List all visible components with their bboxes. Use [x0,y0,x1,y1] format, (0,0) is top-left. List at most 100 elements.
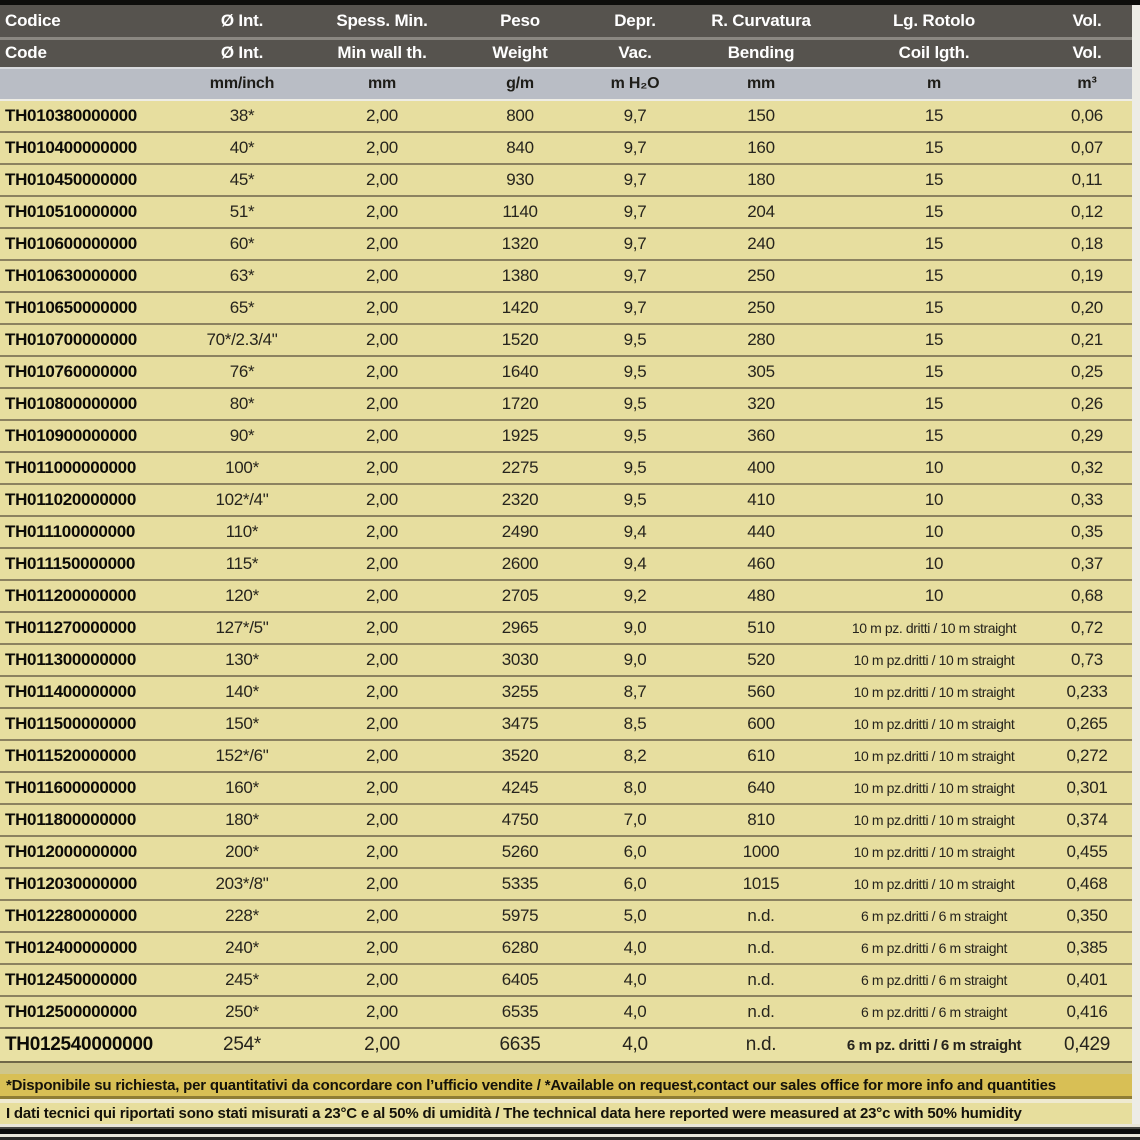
cell-vacuum: 4,0 [574,1027,696,1063]
cell-volume: 0,455 [1042,835,1132,869]
unit-weight: g/m [466,67,574,101]
header-codice: Codice [0,5,186,40]
cell-code: TH010380000000 [0,99,186,133]
cell-coil_length: 15 [826,387,1042,421]
cell-bending: 480 [696,579,826,613]
cell-volume: 0,68 [1042,579,1132,613]
cell-weight: 2965 [466,611,574,645]
cell-code: TH011800000000 [0,803,186,837]
cell-volume: 0,35 [1042,515,1132,549]
table-row: TH012000000000 200* 2,00 5260 6,0 1000 10 m pz… [0,835,1132,869]
cell-diameter: 100* [186,451,298,485]
cell-bending: 560 [696,675,826,709]
cell-diameter: 254* [186,1027,298,1063]
cell-bending: n.d. [696,1027,826,1063]
table-row: TH010400000000 40* 2,00 840 9,7 160 15 0,07 [0,131,1132,165]
cell-code: TH010700000000 [0,323,186,357]
cell-weight: 840 [466,131,574,165]
header-row-english: Code Ø Int. Min wall th. Weight Vac. Ben… [0,38,1132,68]
cell-volume: 0,73 [1042,643,1132,677]
cell-diameter: 110* [186,515,298,549]
cell-coil_length: 15 [826,227,1042,261]
cell-diameter: 180* [186,803,298,837]
cell-vacuum: 9,5 [574,419,696,453]
table-row: TH012540000000 254* 2,00 6635 4,0 n.d. 6 m pz.… [0,1027,1132,1063]
header-min-wall: Min wall th. [298,38,466,68]
cell-weight: 6535 [466,995,574,1029]
cell-coil_length: 15 [826,355,1042,389]
cell-diameter: 150* [186,707,298,741]
cell-diameter: 245* [186,963,298,997]
cell-vacuum: 8,7 [574,675,696,709]
cell-code: TH011000000000 [0,451,186,485]
cell-coil_length: 15 [826,291,1042,325]
cell-diameter: 228* [186,899,298,933]
cell-code: TH012400000000 [0,931,186,965]
table-row: TH010700000000 70*/2.3/4" 2,00 1520 9,5 280 15… [0,323,1132,357]
cell-vacuum: 9,5 [574,387,696,421]
cell-min_wall: 2,00 [298,195,466,229]
cell-bending: n.d. [696,899,826,933]
cell-min_wall: 2,00 [298,739,466,773]
cell-weight: 5975 [466,899,574,933]
cell-min_wall: 2,00 [298,163,466,197]
cell-volume: 0,429 [1042,1027,1132,1063]
cell-weight: 4245 [466,771,574,805]
cell-volume: 0,468 [1042,867,1132,901]
cell-code: TH010760000000 [0,355,186,389]
cell-diameter: 250* [186,995,298,1029]
cell-diameter: 76* [186,355,298,389]
cell-bending: n.d. [696,963,826,997]
cell-code: TH011200000000 [0,579,186,613]
cell-volume: 0,374 [1042,803,1132,837]
table-row: TH011100000000 110* 2,00 2490 9,4 440 10 0,35 [0,515,1132,549]
cell-weight: 5335 [466,867,574,901]
cell-diameter: 70*/2.3/4" [186,323,298,357]
cell-code: TH011100000000 [0,515,186,549]
table-row: TH010900000000 90* 2,00 1925 9,5 360 15 0,29 [0,419,1132,453]
cell-bending: 250 [696,291,826,325]
cell-vacuum: 9,7 [574,163,696,197]
header-r-curvatura: R. Curvatura [696,5,826,40]
cell-coil_length: 15 [826,195,1042,229]
cell-volume: 0,350 [1042,899,1132,933]
cell-min_wall: 2,00 [298,675,466,709]
cell-code: TH010800000000 [0,387,186,421]
cell-bending: 400 [696,451,826,485]
header-vac: Vac. [574,38,696,68]
cell-vacuum: 9,7 [574,131,696,165]
cell-coil_length: 10 [826,515,1042,549]
cell-diameter: 200* [186,835,298,869]
cell-bending: 305 [696,355,826,389]
cell-weight: 930 [466,163,574,197]
cell-weight: 1640 [466,355,574,389]
cell-coil_length: 10 m pz.dritti / 10 m straight [826,707,1042,741]
top-border-bar [0,0,1140,5]
table-row: TH011520000000 152*/6" 2,00 3520 8,2 610 10 m … [0,739,1132,773]
cell-code: TH012280000000 [0,899,186,933]
cell-volume: 0,25 [1042,355,1132,389]
bottom-light-line [0,1124,1140,1128]
cell-min_wall: 2,00 [298,835,466,869]
cell-coil_length: 10 [826,579,1042,613]
header-peso: Peso [466,5,574,40]
cell-weight: 2705 [466,579,574,613]
cell-volume: 0,301 [1042,771,1132,805]
cell-vacuum: 9,7 [574,227,696,261]
cell-vacuum: 9,4 [574,515,696,549]
cell-bending: 204 [696,195,826,229]
cell-code: TH011020000000 [0,483,186,517]
cell-bending: 510 [696,611,826,645]
cell-min_wall: 2,00 [298,1027,466,1063]
cell-bending: 810 [696,803,826,837]
header-depr: Depr. [574,5,696,40]
cell-min_wall: 2,00 [298,995,466,1029]
table-row: TH011600000000 160* 2,00 4245 8,0 640 10 m pz.… [0,771,1132,805]
cell-diameter: 63* [186,259,298,293]
cell-min_wall: 2,00 [298,259,466,293]
cell-min_wall: 2,00 [298,931,466,965]
cell-code: TH010400000000 [0,131,186,165]
cell-coil_length: 6 m pz.dritti / 6 m straight [826,995,1042,1029]
cell-bending: 250 [696,259,826,293]
cell-volume: 0,18 [1042,227,1132,261]
